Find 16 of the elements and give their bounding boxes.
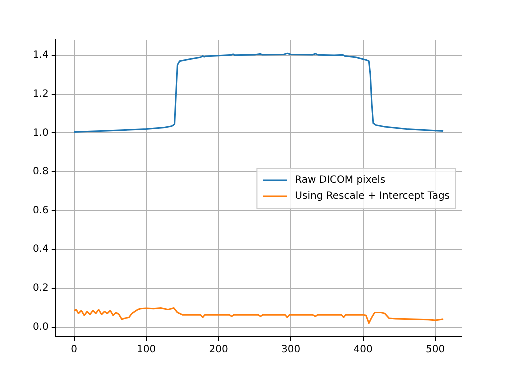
y-tick-label: 1.0 xyxy=(32,128,49,139)
legend-label: Raw DICOM pixels xyxy=(295,175,386,186)
legend-label: Using Rescale + Intercept Tags xyxy=(295,191,450,202)
y-tick-label: 0.6 xyxy=(32,205,49,216)
x-tick-label: 400 xyxy=(354,344,373,356)
y-tick-label: 0.4 xyxy=(32,244,49,256)
y-tick-label: 1.2 xyxy=(32,88,49,100)
y-tick-label: 0.2 xyxy=(32,283,49,294)
x-tick-label: 200 xyxy=(209,344,228,356)
x-tick-label: 100 xyxy=(137,344,156,356)
x-tick-label: 500 xyxy=(426,344,446,356)
y-tick-label: 0.8 xyxy=(32,166,49,178)
x-tick-label: 300 xyxy=(282,344,301,356)
y-tick-label: 1.4 xyxy=(32,50,49,62)
x-tick-label: 0 xyxy=(71,344,78,356)
y-tick-label: 0.0 xyxy=(32,322,49,333)
